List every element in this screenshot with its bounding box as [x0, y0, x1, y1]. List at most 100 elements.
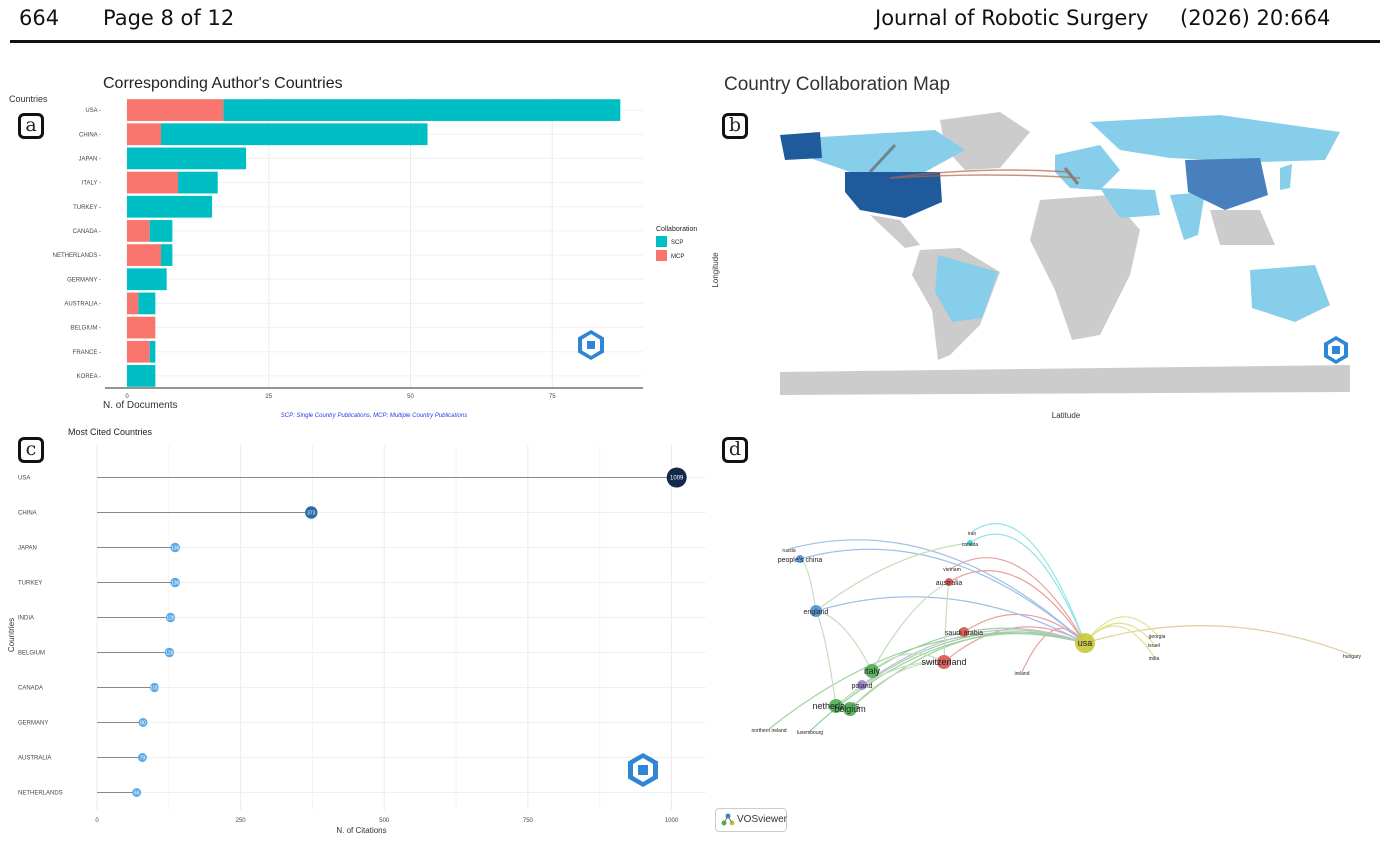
page-number: 664: [19, 6, 60, 30]
y-axis-title: Countries: [7, 618, 16, 652]
network-edge: [815, 542, 971, 612]
network-node: [967, 540, 973, 546]
network-node-label: saudi arabia: [945, 630, 983, 637]
x-tick-label: 25: [265, 394, 272, 400]
bar-mcp: [127, 123, 162, 146]
y-tick-label: BELGIUM -: [70, 326, 101, 332]
value-label: 80: [140, 721, 146, 727]
network-node-label: italy: [864, 666, 881, 676]
collaboration-map: Country Collaboration Map Lon: [711, 74, 1350, 420]
vosviewer-icon: [721, 813, 735, 826]
y-tick-label: AUSTRALIA -: [64, 301, 101, 307]
lollipop-chart: Most Cited Countries 0 250 500 750 1000 1009 US…: [7, 427, 706, 835]
network-node: [843, 702, 857, 716]
panel-c: Most Cited Countries 0 250 500 750 1000 1009 US…: [0, 425, 712, 842]
logo-mark: [587, 341, 595, 349]
bar-scp: [178, 171, 218, 194]
lollipop-dot: [132, 788, 142, 797]
y-tick-label: GERMANY -: [67, 277, 101, 283]
x-tick-label: 250: [236, 818, 247, 824]
lollipop-dot: [137, 753, 147, 762]
network-edge: [799, 558, 817, 612]
network-node-label: australia: [936, 580, 963, 587]
network-edge: [871, 653, 945, 672]
legend-swatch: [656, 250, 667, 261]
network-node: [937, 655, 951, 669]
map-x-label: Latitude: [1052, 411, 1081, 420]
bar-scp: [127, 268, 167, 291]
network-edge: [1084, 616, 1158, 644]
map-title: Country Collaboration Map: [724, 74, 950, 95]
greenland: [940, 112, 1030, 170]
bar-scp: [161, 244, 173, 266]
network-edge: [1084, 625, 1353, 656]
collaboration-links: [868, 143, 1081, 185]
y-tick-label: GERMANY: [18, 721, 48, 727]
value-label: 128: [166, 616, 175, 622]
network-node-label: england: [804, 609, 829, 616]
network-nodes: usa hungary georgia israel india switzerland s…: [751, 531, 1361, 736]
x-tick-label: 75: [549, 394, 556, 400]
y-axis-title: Countries: [9, 94, 48, 104]
bar-mcp: [127, 292, 139, 315]
panel-d: usa hungary georgia israel india switzerland s…: [712, 425, 1387, 842]
network-node-label: poland: [851, 683, 872, 690]
y-tick-label: JAPAN: [18, 546, 37, 552]
bar-scp: [149, 340, 156, 363]
network-node-label: georgia: [1149, 634, 1166, 640]
network-node-label: netherlands: [812, 701, 860, 711]
network-node-label: luxembourg: [797, 730, 823, 736]
y-tick-label: CANADA: [18, 686, 43, 692]
value-label: 1009: [670, 476, 684, 482]
x-tick-label: 50: [407, 394, 414, 400]
japan: [1280, 164, 1292, 190]
y-tick-label: USA: [18, 476, 30, 482]
chart-caption: SCP: Single Country Publications, MCP: M…: [281, 413, 467, 419]
lollipop-dot: [170, 542, 180, 553]
y-tick-label: JAPAN -: [78, 156, 101, 162]
y-tick-label: CANADA -: [73, 229, 101, 235]
bar-scp: [138, 292, 156, 315]
network-edge: [815, 596, 1086, 644]
world-landmass: [780, 112, 1350, 395]
header-rule: [10, 40, 1380, 43]
y-tick-label: INDIA: [18, 616, 34, 622]
legend-label: MCP: [671, 254, 684, 260]
page-label: Page 8 of 12: [103, 6, 235, 30]
biblioshiny-logo: [578, 330, 604, 360]
panel-label-c: c: [18, 437, 44, 463]
network-edge: [943, 581, 950, 663]
x-axis-title: N. of Citations: [336, 826, 386, 835]
network-edge: [951, 557, 1086, 644]
south-east-asia: [1210, 210, 1275, 245]
bar-mcp: [127, 316, 156, 339]
network-edge: [969, 533, 1086, 644]
y-tick-label: KOREA -: [77, 374, 101, 380]
network-node: [810, 605, 822, 617]
network-edges: [768, 523, 1353, 732]
lollipop-dot: [138, 718, 148, 727]
bar-chart: Corresponding Author's Countries Countrie…: [9, 75, 697, 419]
biblioshiny-logo: [1324, 336, 1348, 364]
value-label: 69: [134, 791, 140, 797]
bar-mcp: [127, 340, 150, 363]
usa: [845, 172, 942, 218]
lollipop-dot: [170, 577, 180, 588]
y-tick-label: FRANCE -: [73, 350, 101, 356]
india: [1170, 192, 1205, 240]
legend-swatch: [656, 236, 667, 247]
legend-label: SCP: [671, 240, 683, 246]
legend-title: Collaboration: [656, 226, 697, 233]
x-tick-label: 0: [125, 394, 129, 400]
x-tick-label: 0: [95, 818, 99, 824]
antarctica: [780, 365, 1350, 395]
collaboration-network: usa hungary georgia israel india switzerland s…: [751, 523, 1362, 736]
china: [1185, 158, 1268, 210]
panel-b: Country Collaboration Map Lon: [700, 60, 1387, 425]
network-edge: [963, 613, 1086, 644]
x-tick-label: 500: [379, 818, 390, 824]
network-node-label: usa: [1078, 638, 1093, 648]
network-node-label: russia: [782, 548, 796, 554]
network-edge: [815, 610, 837, 707]
x-tick-label: 750: [523, 818, 534, 824]
